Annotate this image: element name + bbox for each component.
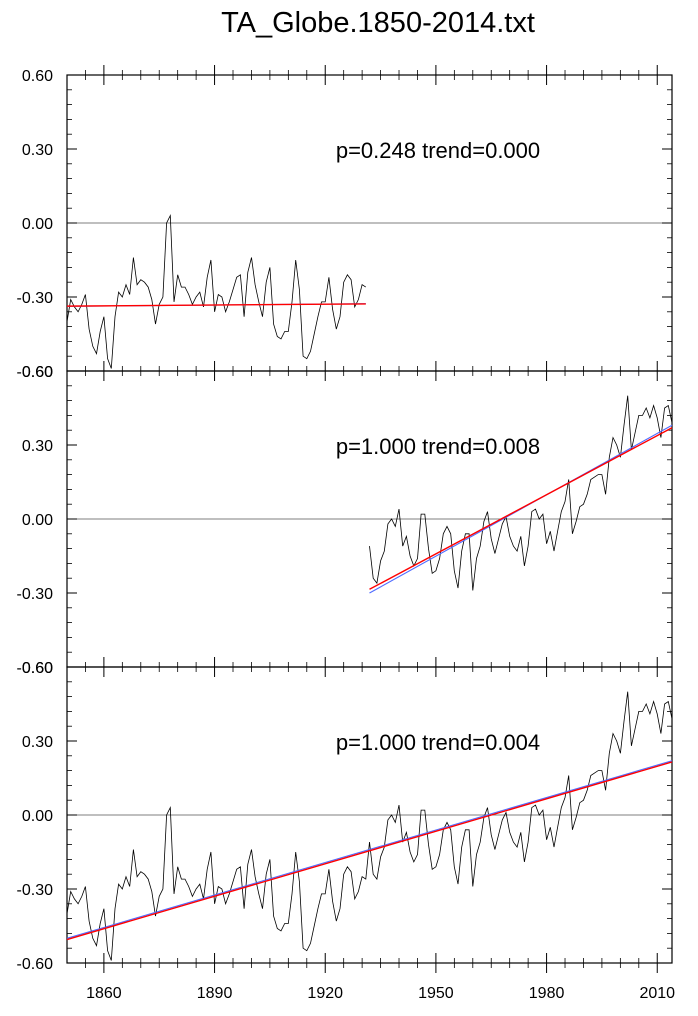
- y-tick-label: 0.30: [22, 734, 53, 751]
- panel-2: 0.60 0.30 0.00 -0.30 -0.60 p=1.000 trend=0.00…: [17, 364, 673, 677]
- x-tick-label: 1950: [418, 985, 454, 1002]
- trend-line-red: [66, 303, 366, 307]
- x-tick-label: 1980: [529, 985, 565, 1002]
- y-tick-label: -0.30: [17, 290, 54, 307]
- y-tick-label: 0.60: [22, 660, 53, 677]
- series-line: [66, 691, 673, 961]
- y-tick-label: -0.30: [17, 882, 54, 899]
- y-tick-label: -0.60: [17, 660, 54, 677]
- x-tick-label: 1920: [307, 985, 343, 1002]
- panel-3: 0.60 0.30 0.00 -0.30 -0.60 p=1.000 trend=0.00…: [17, 660, 673, 973]
- panel-annotation: p=1.000 trend=0.004: [336, 730, 540, 755]
- x-tick-label: 1860: [86, 985, 122, 1002]
- trend-line-red: [369, 427, 673, 590]
- panels-layer: 0.60 0.30 0.00 -0.30 -0.60 p=0.248 trend=0.00…: [17, 65, 675, 1002]
- y-tick-label: -0.60: [17, 364, 54, 381]
- y-tick-label: 0.30: [22, 142, 53, 159]
- y-tick-label: 0.00: [22, 512, 53, 529]
- panel-annotation: p=1.000 trend=0.008: [336, 434, 540, 459]
- panel-1: 0.60 0.30 0.00 -0.30 -0.60 p=0.248 trend=0.00…: [17, 65, 673, 381]
- series-line: [369, 395, 673, 591]
- y-tick-label: -0.60: [17, 956, 54, 973]
- panel-annotation: p=0.248 trend=0.000: [336, 138, 540, 163]
- x-tick-label: 2010: [639, 985, 675, 1002]
- trend-line-red: [66, 761, 673, 941]
- y-tick-label: 0.60: [22, 364, 53, 381]
- y-tick-label: 0.00: [22, 808, 53, 825]
- y-tick-label: 0.00: [22, 216, 53, 233]
- trend-line-blue: [66, 760, 673, 939]
- y-tick-label: -0.30: [17, 586, 54, 603]
- chart-title: TA_Globe.1850-2014.txt: [221, 7, 535, 39]
- y-tick-label: 0.60: [22, 68, 53, 85]
- series-line: [66, 214, 367, 369]
- x-tick-label: 1890: [197, 985, 233, 1002]
- y-tick-label: 0.30: [22, 438, 53, 455]
